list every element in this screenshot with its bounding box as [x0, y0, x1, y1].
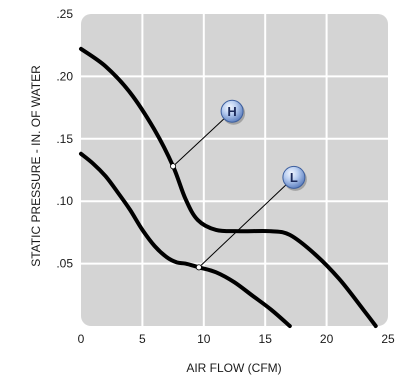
x-axis-title: AIR FLOW (CFM) [186, 361, 281, 375]
y-axis-title: STATIC PRESSURE - IN. OF WATER [29, 65, 43, 267]
badge-h [220, 99, 244, 123]
x-tick-label: 0 [78, 332, 85, 346]
badge-l [282, 165, 306, 189]
series-line-h [79, 46, 378, 328]
series-label-h: H [227, 104, 236, 119]
x-tick-label: 10 [197, 332, 211, 346]
y-tick-label: .20 [56, 69, 73, 83]
series-line-l [79, 151, 292, 328]
x-tick-label: 25 [381, 332, 395, 346]
gridlines [81, 14, 388, 326]
marker-point-h [170, 163, 177, 170]
y-tick-label: .10 [56, 194, 73, 208]
y-axis-ticks: .05 .10 .15 .20 .25 [56, 7, 73, 271]
y-tick-label: .15 [56, 132, 73, 146]
leader-line-l [198, 176, 295, 268]
x-tick-label: 20 [320, 332, 334, 346]
series-badges: HL [220, 99, 307, 191]
series-label-l: L [290, 170, 298, 185]
x-tick-label: 5 [139, 332, 146, 346]
label-leaders [170, 110, 295, 271]
x-tick-label: 15 [259, 332, 273, 346]
x-axis-ticks: 0 5 10 15 20 25 [78, 332, 395, 346]
y-tick-label: .05 [56, 257, 73, 271]
marker-point-l [195, 264, 202, 271]
series-group [79, 46, 378, 328]
leader-line-h [172, 110, 233, 167]
y-tick-label: .25 [56, 7, 73, 21]
